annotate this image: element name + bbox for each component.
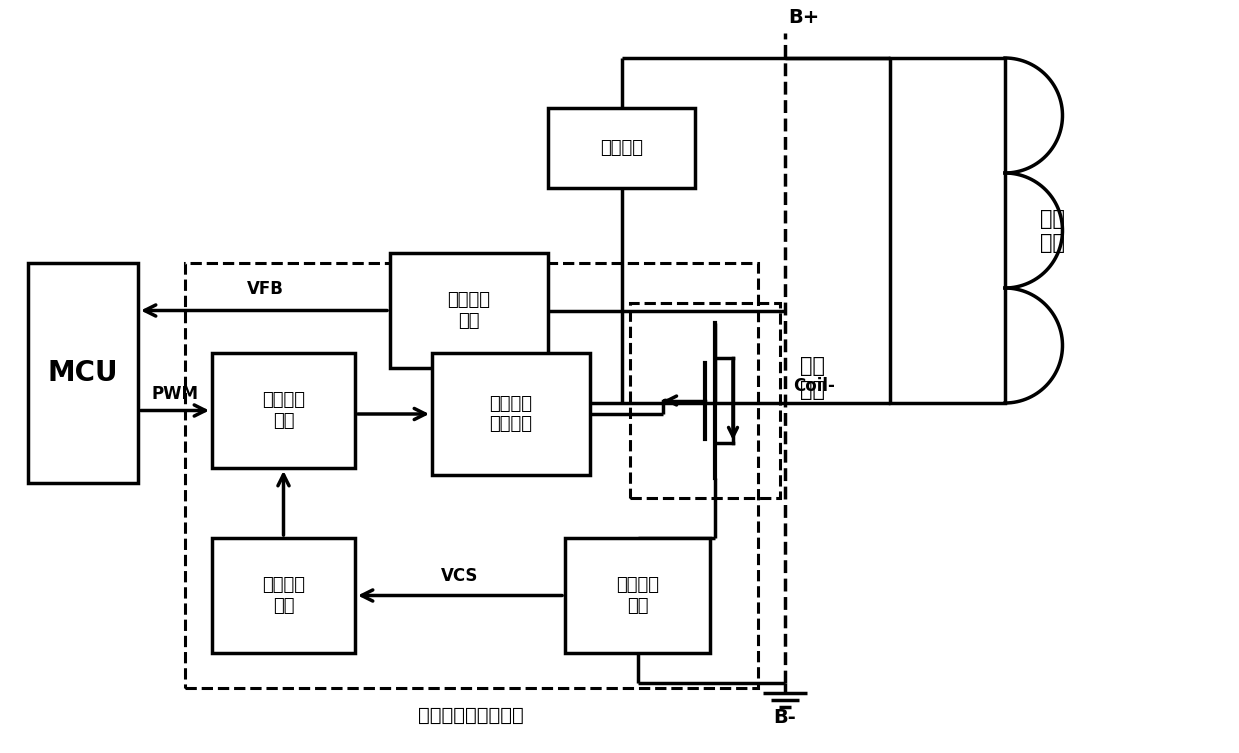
Bar: [28, 263, 138, 483]
Text: VFB: VFB: [247, 280, 284, 298]
Text: MCU: MCU: [48, 359, 118, 387]
Bar: [565, 538, 710, 653]
Text: Coil-: Coil-: [793, 377, 835, 395]
Text: 开关单元
驱动电路: 开关单元 驱动电路: [489, 395, 533, 434]
Text: PWM: PWM: [151, 385, 198, 403]
Text: 电流采样
电路: 电流采样 电路: [616, 576, 659, 615]
Text: 电压保护
电路: 电压保护 电路: [447, 291, 491, 330]
Bar: [212, 538, 356, 653]
Text: 开关
单元: 开关 单元: [800, 356, 825, 400]
Text: 续流回路: 续流回路: [600, 139, 643, 157]
Text: VCS: VCS: [441, 567, 478, 585]
Bar: [890, 58, 1005, 403]
Bar: [629, 303, 781, 498]
Text: 过流控制
电路: 过流控制 电路: [261, 391, 305, 430]
Bar: [432, 353, 590, 475]
Bar: [548, 108, 695, 188]
Text: B+: B+: [788, 8, 819, 27]
Text: 感性
线圈: 感性 线圈: [1040, 209, 1066, 252]
Bar: [212, 353, 356, 468]
Text: B-: B-: [773, 708, 797, 727]
Text: 过流或短路保护电路: 过流或短路保护电路: [418, 706, 524, 724]
Bar: [390, 253, 548, 368]
Bar: [185, 263, 758, 688]
Text: 过流检测
电路: 过流检测 电路: [261, 576, 305, 615]
